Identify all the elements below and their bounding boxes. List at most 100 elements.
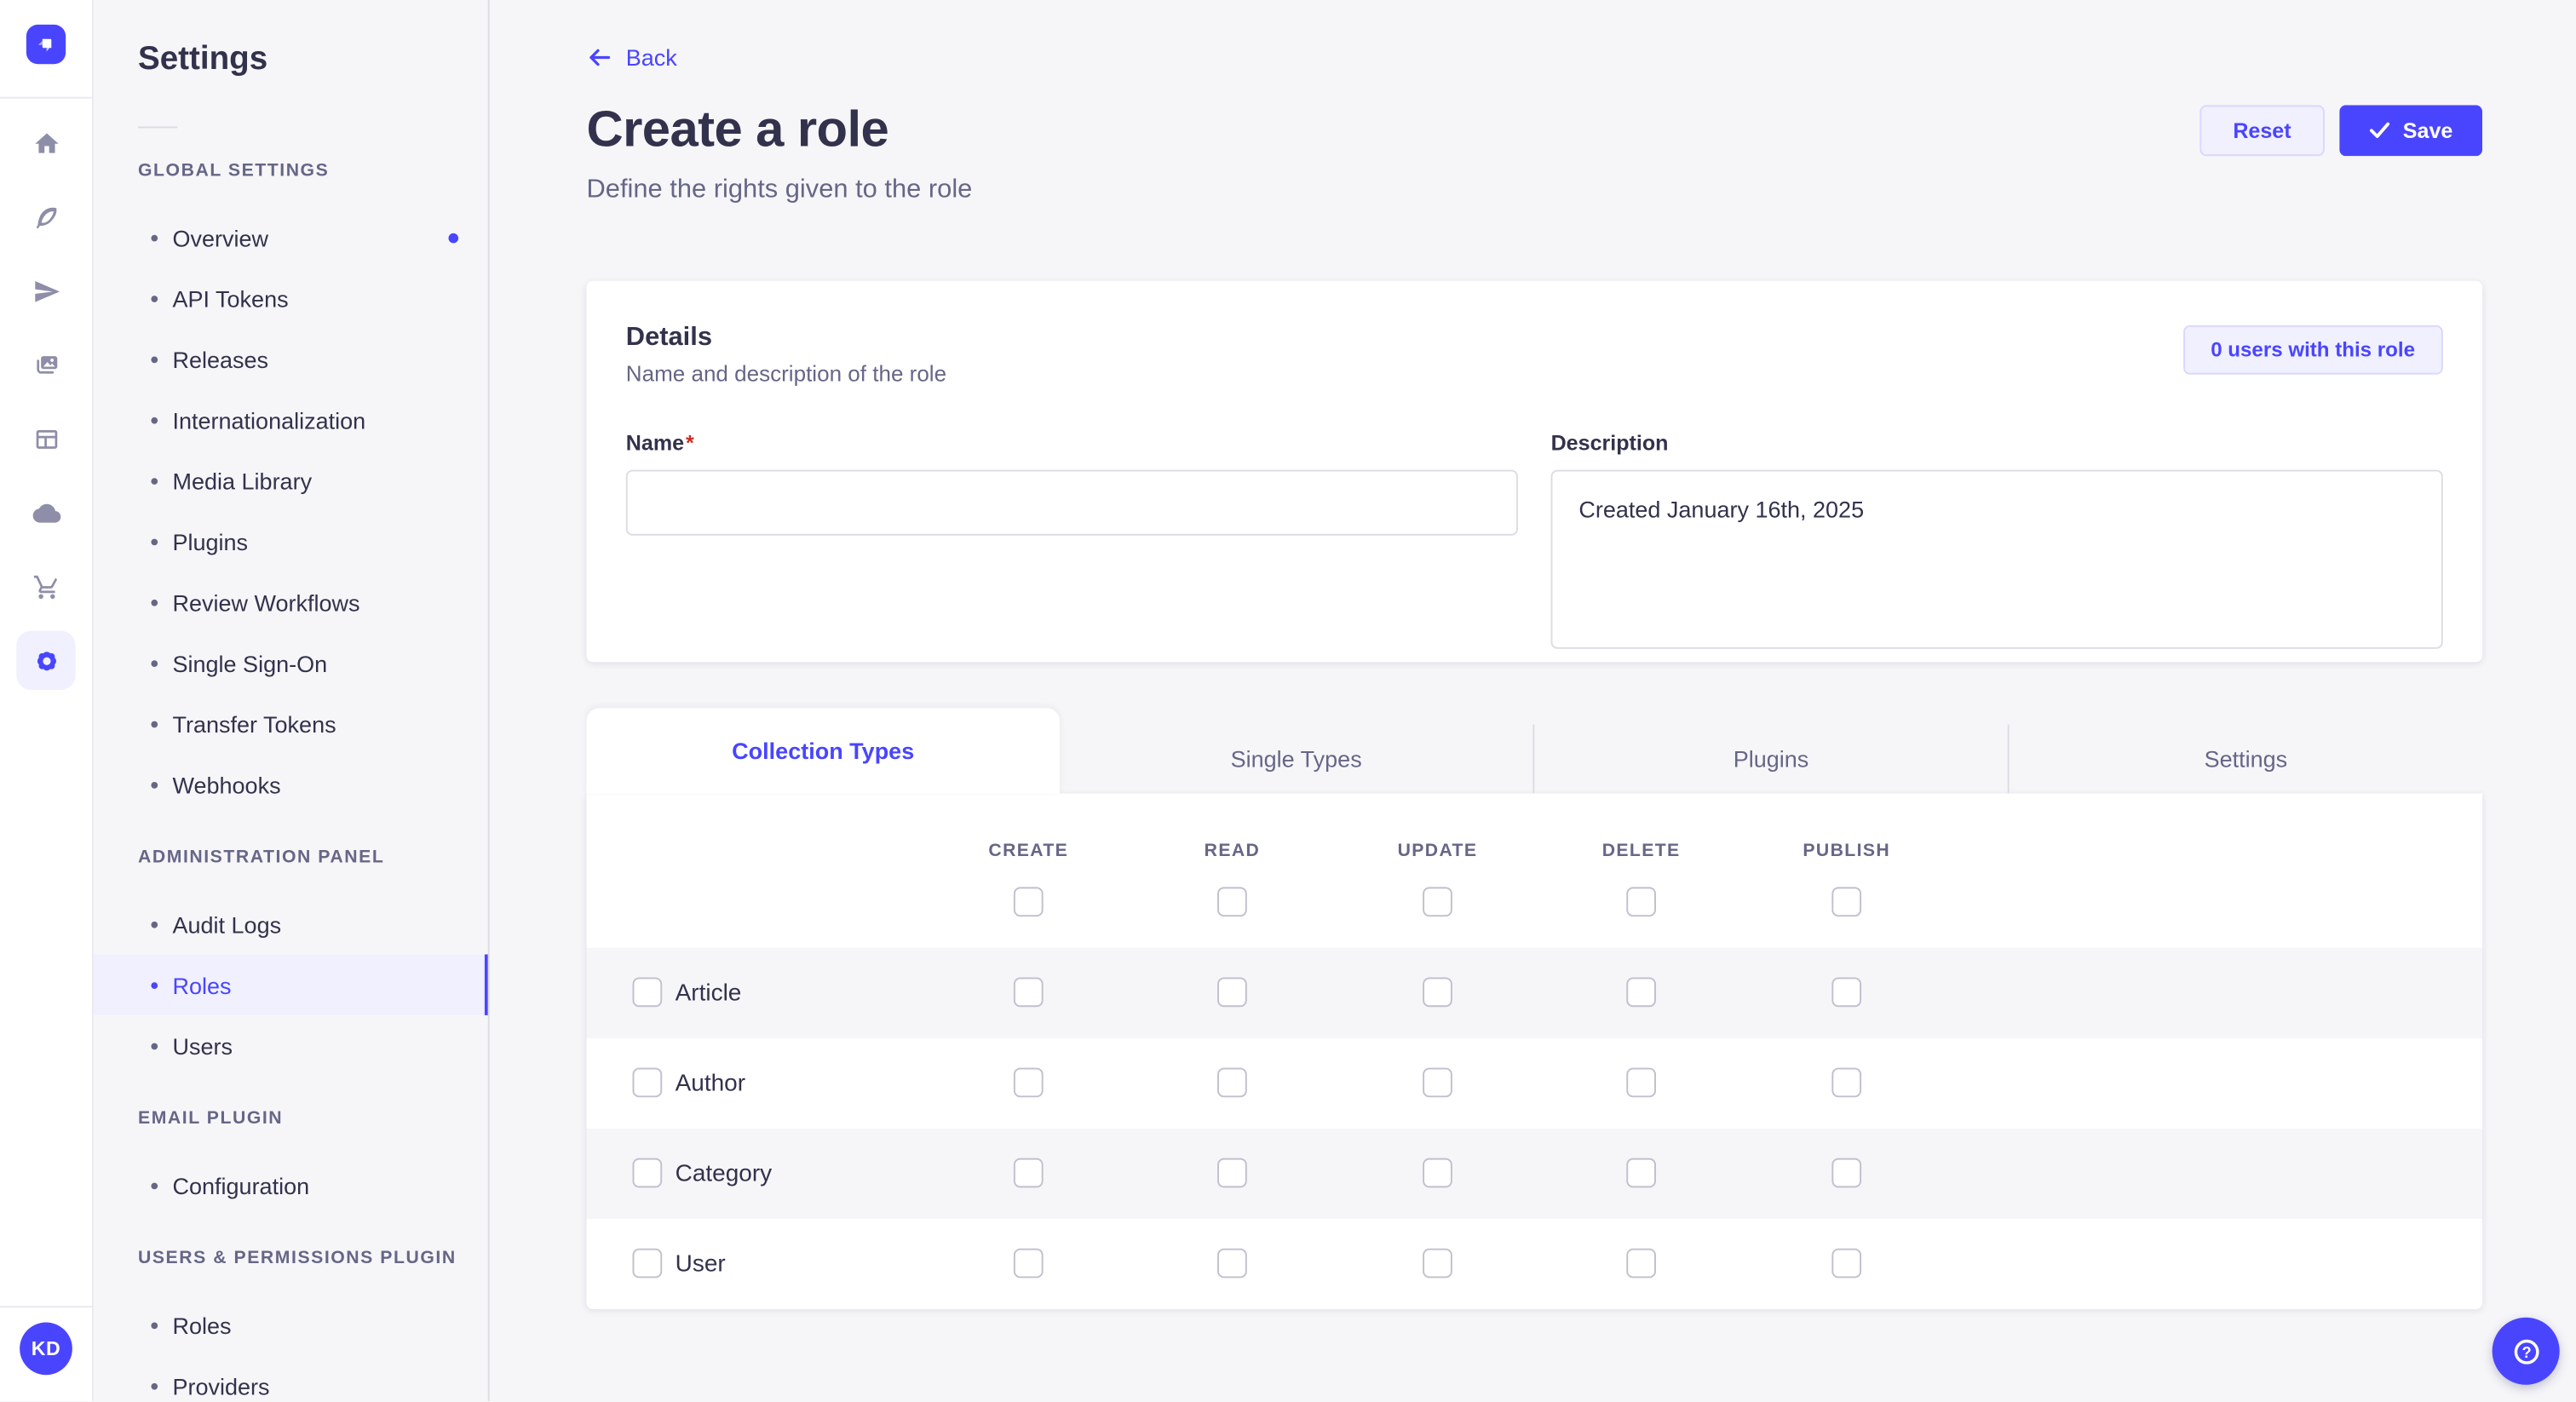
rail-footer-divider [0,1306,92,1308]
tab-collection-types[interactable]: Collection Types [586,708,1060,794]
read-checkbox[interactable] [1217,1248,1247,1278]
sidebar-item-roles[interactable]: Roles [93,954,488,1015]
cart-icon[interactable] [23,563,69,609]
publish-checkbox[interactable] [1831,1067,1862,1098]
avatar[interactable]: KD [20,1322,72,1376]
sidebar-item-webhooks[interactable]: Webhooks [94,754,488,814]
column-header-delete: DELETE [1601,841,1681,861]
publish-checkbox[interactable] [1831,1248,1862,1278]
home-icon[interactable] [23,120,69,166]
delete-checkbox[interactable] [1626,1158,1656,1188]
page-subtitle: Define the rights given to the role [586,175,973,204]
select-all-update-checkbox[interactable] [1423,887,1452,917]
bullet-icon [151,355,158,363]
rail-divider [0,96,92,99]
layout-icon[interactable] [23,416,69,462]
paper-plane-icon[interactable] [23,267,69,313]
bullet-icon [151,1382,158,1389]
bullet-icon [151,416,158,423]
media-library-icon[interactable] [23,342,69,388]
sidebar-item-providers[interactable]: Providers [94,1355,488,1401]
create-checkbox[interactable] [1013,1158,1044,1188]
sidebar-item-api-tokens[interactable]: API Tokens [94,267,488,328]
table-row-category: Category [586,1128,2483,1219]
section-users-permissions-plugin: USERS & PERMISSIONS PLUGIN Roles Provide… [94,1249,488,1401]
publish-checkbox[interactable] [1831,1158,1862,1188]
details-fields: Name * Description Created January 16th, … [625,428,2443,649]
sidebar-item-label: Media Library [172,467,313,494]
bullet-icon [151,659,158,667]
strapi-logo-icon [37,38,52,52]
sidebar-item-overview[interactable]: Overview [94,207,488,267]
sidebar-item-review-workflows[interactable]: Review Workflows [94,572,488,632]
update-checkbox[interactable] [1423,977,1452,1008]
sidebar-item-configuration[interactable]: Configuration [94,1155,488,1215]
tab-plugins[interactable]: Plugins [1532,724,2007,794]
sidebar-item-label: Review Workflows [172,589,360,616]
row-select-checkbox[interactable] [632,1248,663,1278]
back-link[interactable]: Back [586,44,677,71]
cloud-icon[interactable] [23,490,69,536]
select-all-delete-checkbox[interactable] [1626,887,1656,917]
save-button[interactable]: Save [2338,105,2483,157]
tab-settings[interactable]: Settings [2007,724,2482,794]
feather-icon[interactable] [23,194,69,240]
row-label: Category [675,1160,773,1187]
bullet-icon [151,781,158,788]
sidebar-item-media-library[interactable]: Media Library [94,450,488,510]
table-row-user: User [586,1219,2482,1309]
update-checkbox[interactable] [1423,1067,1452,1098]
reset-button[interactable]: Reset [2199,105,2325,157]
row-select-checkbox[interactable] [632,1067,663,1098]
create-checkbox[interactable] [1013,1067,1044,1098]
delete-checkbox[interactable] [1626,1067,1656,1098]
select-all-publish-checkbox[interactable] [1831,887,1862,917]
rail-footer: KD [0,1306,92,1401]
row-select-checkbox[interactable] [632,1158,663,1188]
sidebar-item-single-sign-on[interactable]: Single Sign-On [94,632,488,692]
description-label: Description [1550,430,1669,456]
sidebar-item-transfer-tokens[interactable]: Transfer Tokens [94,693,488,754]
sidebar-item-internationalization[interactable]: Internationalization [94,389,488,450]
rail-nav [16,120,76,690]
read-checkbox[interactable] [1217,1067,1247,1098]
sidebar-item-label: Overview [172,224,269,251]
select-all-create-checkbox[interactable] [1013,887,1044,917]
users-with-role-button[interactable]: 0 users with this role [2182,325,2443,375]
help-button[interactable]: ? [2492,1317,2560,1385]
sidebar-item-releases[interactable]: Releases [94,329,488,389]
gear-icon[interactable] [16,630,76,690]
read-checkbox[interactable] [1217,977,1247,1008]
section-label: GLOBAL SETTINGS [137,160,330,181]
sidebar-item-audit-logs[interactable]: Audit Logs [94,893,488,954]
sidebar-item-label: Audit Logs [172,911,282,938]
bullet-icon [151,1181,158,1189]
section-label: EMAIL PLUGIN [137,1108,284,1129]
details-card: Details Name and description of the role… [586,280,2483,663]
sidebar-item-plugins[interactable]: Plugins [94,511,488,572]
create-checkbox[interactable] [1013,1248,1044,1278]
description-textarea[interactable]: Created January 16th, 2025 [1550,469,2443,649]
permissions-table-header: CREATE READ UPDATE DELETE PUBLISH [586,793,2482,947]
create-checkbox[interactable] [1013,977,1044,1008]
permissions-card: Collection Types Single Types Plugins Se… [586,708,2483,1310]
icon-rail: KD [0,0,94,1402]
bullet-icon [151,598,158,606]
tab-single-types[interactable]: Single Types [1230,745,1362,773]
delete-checkbox[interactable] [1626,977,1656,1008]
name-input[interactable] [625,469,1518,536]
read-checkbox[interactable] [1217,1158,1247,1188]
update-checkbox[interactable] [1423,1158,1452,1188]
row-select-checkbox[interactable] [632,977,663,1008]
sidebar-item-users[interactable]: Users [94,1015,488,1076]
publish-checkbox[interactable] [1831,977,1862,1008]
select-all-read-checkbox[interactable] [1217,887,1247,917]
page-header: Create a role Define the rights given to… [586,101,2483,205]
name-label-text: Name [625,430,685,456]
section-email-plugin: EMAIL PLUGIN Configuration [94,1109,488,1215]
update-checkbox[interactable] [1423,1248,1452,1278]
delete-checkbox[interactable] [1626,1248,1656,1278]
sidebar-item-up-roles[interactable]: Roles [94,1295,488,1355]
permissions-table: CREATE READ UPDATE DELETE PUBLISH Artic [586,793,2483,1310]
strapi-logo[interactable] [26,24,66,65]
